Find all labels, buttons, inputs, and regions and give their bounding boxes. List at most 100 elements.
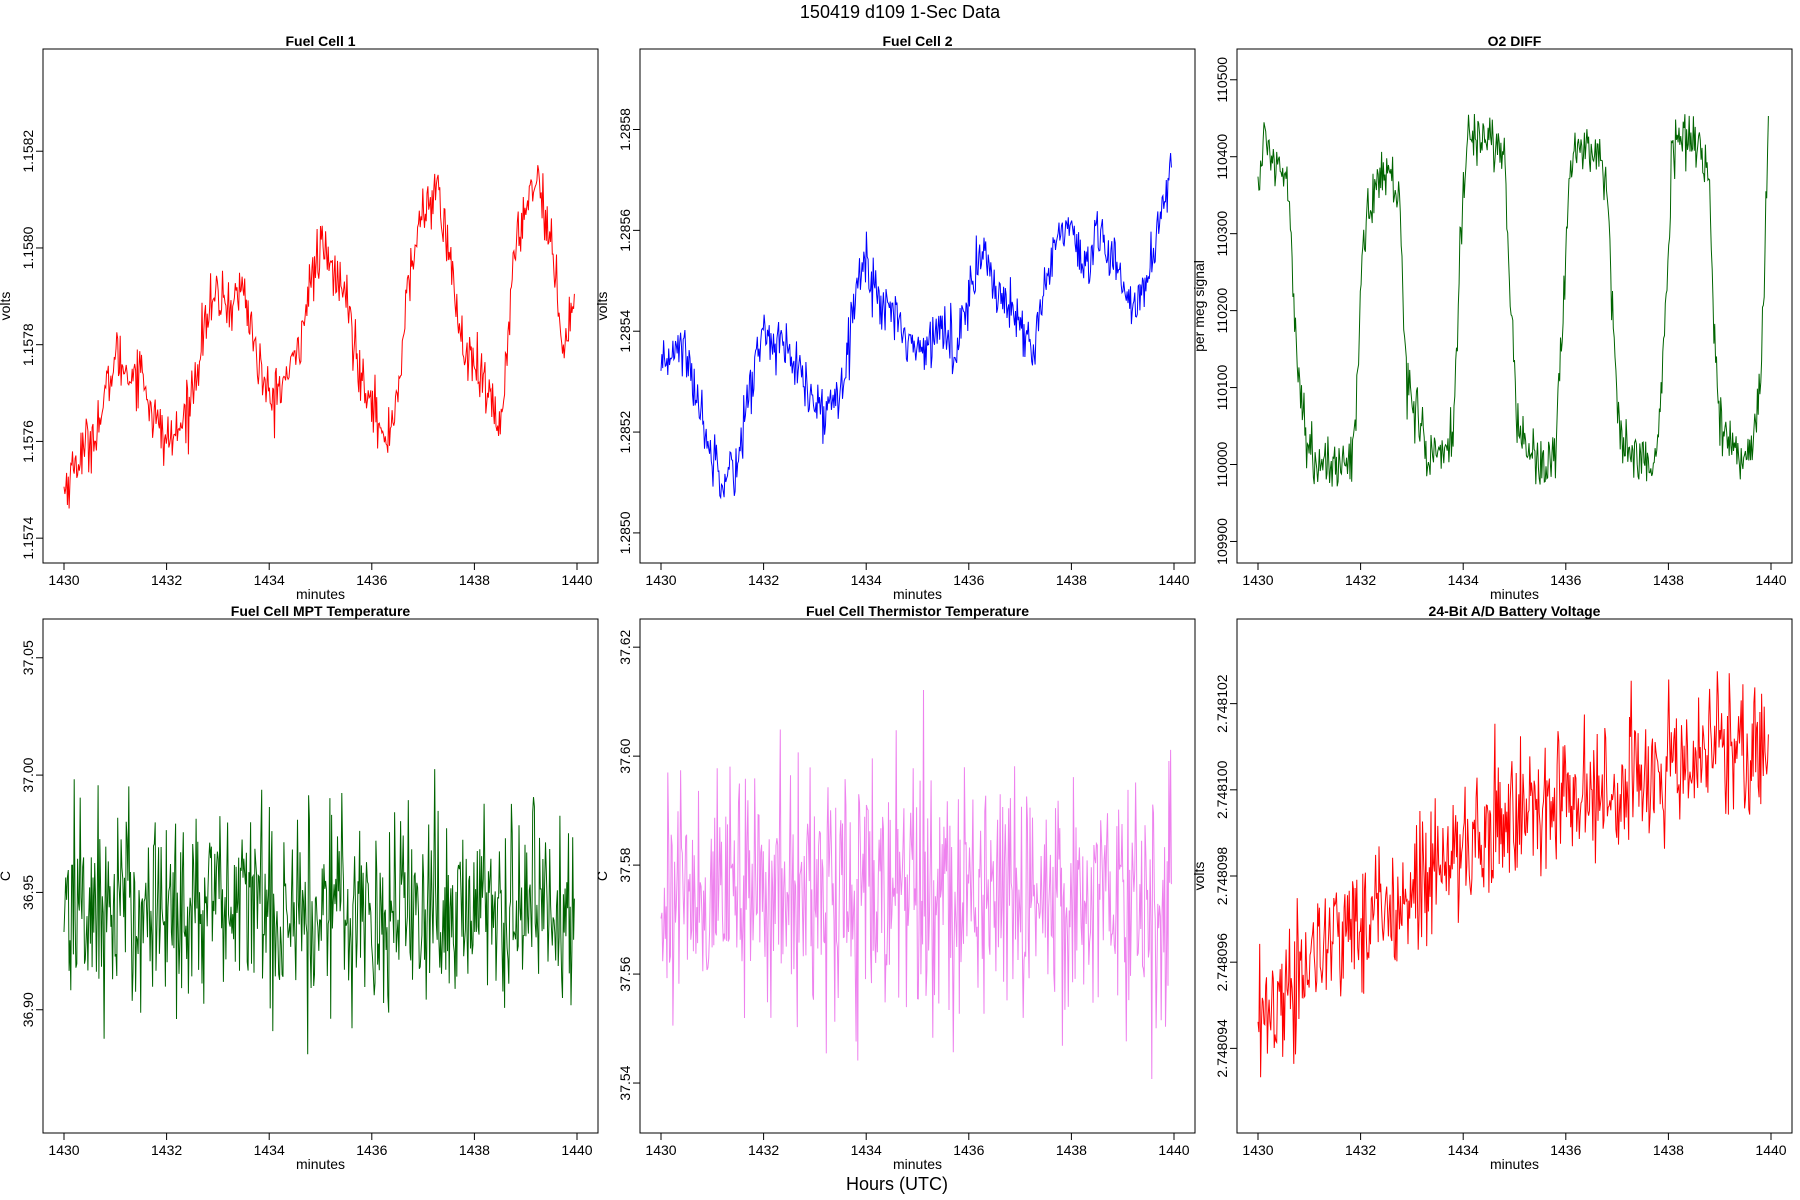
- series-line-o2: [1257, 113, 1769, 487]
- y-tick-label: 109900: [1214, 518, 1230, 565]
- y-tick-label: 36.90: [20, 992, 36, 1027]
- y-tick-label: 37.58: [617, 847, 633, 882]
- y-axis-label: volts: [594, 292, 610, 321]
- x-tick-label: 1440: [561, 572, 592, 588]
- x-axis-label: minutes: [1490, 586, 1539, 602]
- x-tick-label: 1432: [151, 572, 182, 588]
- x-tick-label: 1432: [748, 1142, 779, 1158]
- y-tick-label: 1.1574: [20, 517, 36, 560]
- x-tick-label: 1432: [1345, 1142, 1376, 1158]
- x-tick-label: 1440: [1158, 572, 1189, 588]
- x-tick-label: 1434: [254, 572, 285, 588]
- panel-fc1: Fuel Cell 1 1430 1432 1434 1436 1438 1440 minut…: [0, 33, 599, 602]
- x-tick-label: 1430: [1242, 1142, 1273, 1158]
- y-tick-label: 36.95: [20, 875, 36, 910]
- x-tick-label: 1438: [1653, 1142, 1684, 1158]
- panel-title: Fuel Cell 1: [285, 33, 355, 49]
- x-tick-label: 1440: [1158, 1142, 1189, 1158]
- y-tick-label: 110000: [1214, 441, 1230, 487]
- panel-title: Fuel Cell Thermistor Temperature: [806, 603, 1029, 619]
- y-tick-label: 37.60: [617, 738, 633, 773]
- y-tick-label: 110500: [1214, 57, 1230, 103]
- x-tick-label: 1438: [1653, 572, 1684, 588]
- x-tick-label: 1436: [1550, 1142, 1581, 1158]
- series-line-fc1: [63, 165, 575, 509]
- y-tick-label: 1.1576: [20, 420, 36, 463]
- panel-title: O2 DIFF: [1488, 33, 1542, 49]
- y-tick-label: 1.1578: [20, 323, 36, 366]
- y-tick-label: 1.2856: [617, 209, 633, 252]
- y-tick-label: 2.748096: [1214, 933, 1230, 992]
- series-line-fc2: [660, 152, 1172, 500]
- x-tick-label: 1430: [48, 572, 79, 588]
- y-tick-label: 1.1582: [20, 130, 36, 173]
- figure-title: 150419 d109 1-Sec Data: [800, 2, 1001, 22]
- x-tick-label: 1432: [748, 572, 779, 588]
- panel-fc2: Fuel Cell 2 1430 1432 1434 1436 1438 1440 minut…: [594, 33, 1196, 602]
- panel-mpt: Fuel Cell MPT Temperature 1430 1432 1434 143…: [0, 603, 599, 1172]
- y-axis-label: volts: [0, 292, 13, 321]
- x-tick-label: 1438: [459, 1142, 490, 1158]
- x-axis-label: minutes: [1490, 1156, 1539, 1172]
- y-tick-label: 37.00: [20, 757, 36, 792]
- x-tick-label: 1436: [953, 572, 984, 588]
- x-tick-label: 1438: [1056, 1142, 1087, 1158]
- panels: Fuel Cell 1 1430 1432 1434 1436 1438 1440 minut…: [0, 33, 1793, 1172]
- y-tick-label: 1.2850: [617, 511, 633, 554]
- x-tick-label: 1432: [151, 1142, 182, 1158]
- y-axis-label: volts: [1191, 862, 1207, 891]
- y-tick-label: 37.62: [617, 629, 633, 664]
- x-tick-label: 1436: [356, 1142, 387, 1158]
- x-tick-label: 1440: [1755, 572, 1786, 588]
- x-tick-label: 1434: [1448, 1142, 1479, 1158]
- y-tick-label: 1.2852: [617, 410, 633, 453]
- y-tick-label: 2.748098: [1214, 847, 1230, 906]
- y-tick-label: 1.1580: [20, 226, 36, 269]
- x-tick-label: 1432: [1345, 572, 1376, 588]
- y-tick-label: 1.2854: [617, 310, 633, 353]
- y-tick-label: 2.748100: [1214, 760, 1230, 819]
- x-tick-label: 1430: [645, 572, 676, 588]
- x-tick-label: 1434: [1448, 572, 1479, 588]
- y-tick-label: 110200: [1214, 288, 1230, 334]
- y-tick-label: 110100: [1214, 365, 1230, 411]
- y-axis-label: per meg signal: [1191, 260, 1207, 352]
- x-tick-label: 1438: [459, 572, 490, 588]
- y-axis-label: C: [594, 871, 610, 881]
- x-tick-label: 1436: [1550, 572, 1581, 588]
- y-tick-label: 110400: [1214, 134, 1230, 180]
- series-line-mpt: [63, 769, 575, 1055]
- panel-batt: 24-Bit A/D Battery Voltage 1430 1432 1434 14…: [1191, 603, 1793, 1172]
- x-axis-label: minutes: [893, 586, 942, 602]
- panel-title: Fuel Cell MPT Temperature: [231, 603, 411, 619]
- x-tick-label: 1438: [1056, 572, 1087, 588]
- panel-title: 24-Bit A/D Battery Voltage: [1429, 603, 1601, 619]
- y-tick-label: 2.748102: [1214, 674, 1230, 733]
- series-line-batt: [1257, 671, 1769, 1078]
- y-axis-label: C: [0, 871, 13, 881]
- figure-xlabel: Hours (UTC): [846, 1174, 948, 1194]
- x-tick-label: 1434: [851, 572, 882, 588]
- series-line-therm: [660, 689, 1172, 1080]
- x-tick-label: 1434: [851, 1142, 882, 1158]
- x-tick-label: 1434: [254, 1142, 285, 1158]
- x-tick-label: 1436: [953, 1142, 984, 1158]
- x-axis-label: minutes: [296, 1156, 345, 1172]
- y-tick-label: 1.2858: [617, 108, 633, 151]
- x-axis-label: minutes: [893, 1156, 942, 1172]
- x-tick-label: 1430: [645, 1142, 676, 1158]
- x-tick-label: 1436: [356, 572, 387, 588]
- y-tick-label: 2.748094: [1214, 1019, 1230, 1078]
- x-tick-label: 1440: [1755, 1142, 1786, 1158]
- x-tick-label: 1430: [1242, 572, 1273, 588]
- x-tick-label: 1430: [48, 1142, 79, 1158]
- panel-title: Fuel Cell 2: [882, 33, 952, 49]
- panel-o2: O2 DIFF 1430 1432 1434 1436 1438 1440 minutes 10…: [1191, 33, 1793, 602]
- x-tick-label: 1440: [561, 1142, 592, 1158]
- panel-therm: Fuel Cell Thermistor Temperature 1430 1432…: [594, 603, 1196, 1172]
- y-tick-label: 37.05: [20, 640, 36, 675]
- y-tick-label: 110300: [1214, 211, 1230, 257]
- y-tick-label: 37.54: [617, 1065, 633, 1100]
